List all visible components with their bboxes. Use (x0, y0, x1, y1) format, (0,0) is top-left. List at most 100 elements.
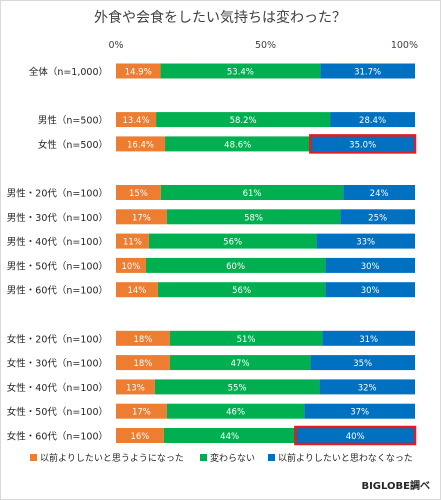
chart-title: 外食や会食をしたい気持ちは変わった？ (94, 9, 346, 26)
bar-segment (160, 185, 344, 200)
chart-row: 女性・40代（n=100） 13% 55% 32% (7, 379, 415, 395)
bar-value-label: 13.4% (123, 116, 150, 126)
category-label: 男性・40代（n=100） (7, 236, 108, 248)
bar-segment (325, 257, 415, 273)
bar-segment (116, 112, 157, 128)
legend-label: 以前よりしたいと思うようになった (40, 452, 184, 464)
bar-segment (322, 330, 415, 346)
chart-row: 男性（n=500） 13.4% 58.2% 28.4% (38, 112, 415, 128)
category-label: 女性・20代（n=100） (7, 333, 108, 345)
bar-value-label: 14.9% (125, 68, 152, 78)
bar-value-label: 28.4% (359, 116, 386, 126)
bar-value-label: 48.6% (224, 140, 251, 150)
bar-segment (165, 136, 311, 152)
bar-value-label: 16% (130, 432, 149, 442)
bar-segment (304, 403, 415, 419)
bar-segment (116, 379, 155, 395)
bar-segment (310, 136, 415, 152)
bar-segment (116, 233, 149, 249)
legend-item: 以前よりしたいと思うようになった (30, 452, 184, 464)
chart-row: 男性・60代（n=100） 14% 56% 30% (7, 282, 415, 298)
legend-label: 以前よりしたいと思わなくなった (278, 452, 413, 464)
category-label: 男性（n=500） (38, 115, 108, 127)
highlight-box (309, 134, 417, 154)
category-label: 男性・20代（n=100） (7, 188, 108, 200)
chart-row: 男性・50代（n=100） 10% 60% 30% (7, 257, 415, 273)
bar-segment (116, 185, 161, 200)
bar-value-label: 35% (353, 359, 372, 369)
bar-value-label: 58.2% (230, 116, 257, 126)
bar-value-label: 31% (359, 335, 378, 345)
source-credit: BIGLOBE調べ (361, 479, 430, 492)
bar-value-label: 15% (129, 189, 148, 199)
bar-segment (169, 330, 323, 346)
legend-swatch (268, 454, 275, 461)
bar-segment (116, 136, 166, 152)
category-label: 女性・60代（n=100） (7, 431, 108, 443)
bar-segment (154, 379, 320, 395)
legend-swatch (200, 454, 207, 461)
bar-segment (116, 282, 158, 298)
chart-row: 女性・60代（n=100） 16% 44% 40% (7, 425, 417, 446)
chart-row: 男性・30代（n=100） 17% 58% 25% (7, 209, 415, 225)
bar-segment (148, 233, 317, 249)
x-tick-label: 100% (391, 40, 418, 51)
chart-row: 女性（n=500） 16.4% 48.6% 35.0% (38, 134, 417, 154)
bar-segment (310, 355, 415, 371)
legend: 以前よりしたいと思うようになった 変わらない 以前よりしたいと思わなくなった (30, 452, 413, 464)
bar-value-label: 11% (123, 238, 142, 248)
bar-value-label: 14% (127, 286, 146, 296)
category-label: 男性・30代（n=100） (7, 212, 108, 224)
chart-row: 男性・40代（n=100） 11% 56% 33% (7, 233, 415, 249)
category-label: 女性・30代（n=100） (7, 358, 108, 370)
bar-segment (320, 63, 415, 79)
x-tick-label: 50% (255, 40, 276, 51)
chart-row: 全体（n=1,000） 14.9% 53.4% 31.7% (29, 63, 415, 79)
legend-label: 変わらない (210, 452, 255, 464)
legend-swatch (30, 454, 37, 461)
bar-segment (295, 428, 415, 443)
chart-row: 男性・20代（n=100） 15% 61% 24% (7, 185, 415, 200)
bar-value-label: 60% (226, 262, 245, 272)
bar-segment (116, 428, 164, 443)
bar-segment (116, 355, 170, 371)
legend-item: 変わらない (200, 452, 255, 464)
bar-value-label: 24% (370, 189, 389, 199)
bar-value-label: 32% (358, 383, 377, 393)
bar-value-label: 17% (132, 408, 151, 418)
bar-value-label: 40% (346, 432, 365, 442)
x-axis-ticks: 0% 50% 100% (108, 40, 418, 51)
bar-value-label: 44% (220, 432, 239, 442)
category-label: 女性・40代（n=100） (7, 382, 108, 394)
category-label: 全体（n=1,000） (29, 66, 108, 78)
bar-segment (116, 403, 167, 419)
bar-segment (343, 185, 415, 200)
bar-segment (116, 257, 146, 273)
bar-segment (160, 63, 321, 79)
bar-value-label: 56% (223, 238, 242, 248)
x-tick-label: 0% (108, 40, 123, 51)
bar-segment (166, 403, 305, 419)
chart-row: 女性・20代（n=100） 18% 51% 31% (7, 330, 415, 346)
bar-segment (145, 257, 326, 273)
bar-value-label: 30% (361, 286, 380, 296)
bar-value-label: 56% (232, 286, 251, 296)
bar-value-label: 13% (126, 383, 145, 393)
bar-value-label: 61% (243, 189, 262, 199)
bar-segment (116, 209, 167, 225)
category-label: 女性・50代（n=100） (7, 406, 108, 418)
bar-segment (330, 112, 415, 128)
bar-value-label: 25% (368, 213, 387, 223)
category-label: 女性（n=500） (38, 139, 108, 151)
bar-segment (163, 428, 296, 443)
bar-value-label: 55% (228, 383, 247, 393)
bar-segment (316, 233, 415, 249)
category-label: 男性・50代（n=100） (7, 260, 108, 272)
bar-value-label: 18% (133, 359, 152, 369)
bar-value-label: 47% (231, 359, 250, 369)
bar-value-label: 17% (132, 213, 151, 223)
bar-segment (325, 282, 415, 298)
chart-rows: 全体（n=1,000） 14.9% 53.4% 31.7% 男性（n=500） 13.4%… (7, 63, 417, 446)
bar-segment (156, 112, 331, 128)
bar-value-label: 33% (356, 238, 375, 248)
